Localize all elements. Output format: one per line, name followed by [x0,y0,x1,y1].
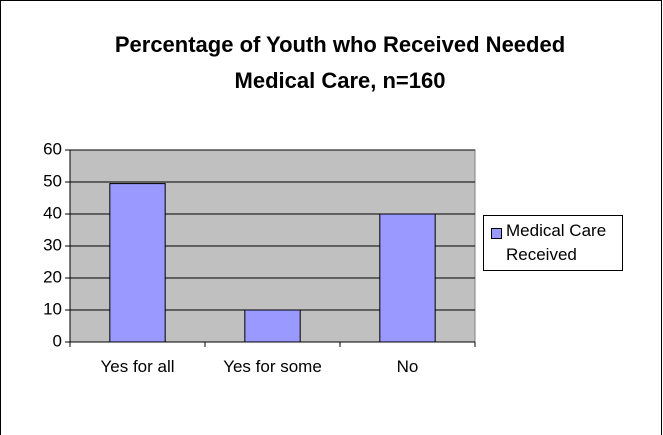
bar [379,213,436,343]
y-tick-label: 10 [43,299,62,318]
legend-label: Medical Care Received [506,221,607,264]
legend-key [491,228,502,239]
y-tick-label: 30 [43,235,62,254]
x-tick-label: No [396,357,419,376]
x-tick-label: Yes for some [223,357,322,376]
y-tick-label: 60 [43,139,62,158]
y-tick-label: 40 [43,203,62,222]
legend: Medical Care Received [483,215,623,271]
y-tick-label: 50 [43,171,62,190]
bar [244,309,301,343]
x-tick-label: Yes for all [100,357,175,376]
bar [109,183,166,343]
y-tick-label: 0 [53,331,62,350]
chart-title: Percentage of Youth who Received Needed … [114,32,566,93]
y-tick-label: 20 [43,267,62,286]
